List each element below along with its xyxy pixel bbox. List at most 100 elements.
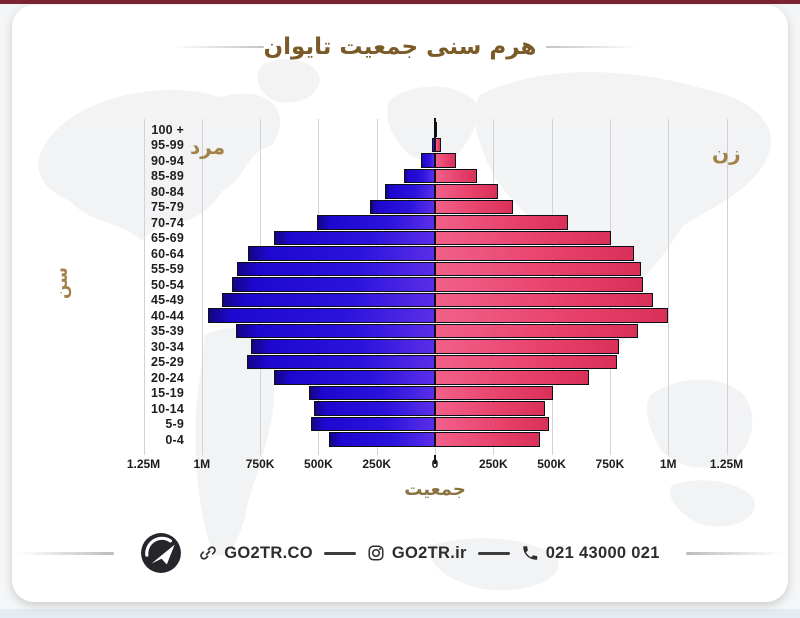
female-bar-60-64[interactable] bbox=[435, 246, 635, 261]
title-decor-line-right bbox=[546, 46, 638, 48]
website-label: GO2TR.CO bbox=[224, 543, 313, 562]
age-group-label: 0-4 bbox=[165, 432, 184, 447]
bottom-border-strip bbox=[0, 609, 800, 618]
x-tick-label: 0 bbox=[431, 457, 439, 471]
age-group-label: 55-59 bbox=[151, 262, 184, 277]
female-bar-45-49[interactable] bbox=[435, 292, 654, 308]
age-group-label: 90-94 bbox=[151, 153, 184, 168]
x-tick-label: 250K bbox=[362, 457, 392, 471]
footer-contact-bar: GO2TR.CO GO2TR.ir 021 43000 021 bbox=[12, 530, 788, 576]
age-group-label: 50-54 bbox=[151, 277, 184, 292]
male-bar-60-64[interactable] bbox=[248, 246, 435, 261]
male-bar-75-79[interactable] bbox=[369, 199, 435, 215]
female-bar-35-39[interactable] bbox=[435, 323, 638, 339]
age-group-label: 40-44 bbox=[151, 308, 184, 323]
male-bar-5-9[interactable] bbox=[311, 416, 435, 432]
male-bar-65-69[interactable] bbox=[274, 230, 435, 246]
go2tr-logo[interactable] bbox=[140, 532, 182, 574]
poster-card: هرم سنی جمعیت تایوان 100 +95-99 90-94 85-8… bbox=[12, 5, 788, 602]
age-group-label: 20-24 bbox=[151, 370, 184, 385]
female-bar-75-79[interactable] bbox=[435, 199, 514, 215]
female-bar-50-54[interactable] bbox=[435, 277, 643, 292]
age-group-label: 95-99 bbox=[151, 138, 184, 153]
age-group-label: 15-19 bbox=[151, 386, 184, 401]
male-bar-30-34[interactable] bbox=[250, 339, 435, 354]
age-group-label: 85-89 bbox=[151, 169, 184, 184]
phone-icon bbox=[522, 546, 537, 560]
footer-separator-dash bbox=[323, 551, 356, 555]
female-bar-40-44[interactable] bbox=[435, 308, 669, 323]
x-tick-label: 500K bbox=[537, 457, 566, 471]
gridline bbox=[201, 119, 203, 455]
instagram-label: GO2TR.ir bbox=[391, 543, 467, 562]
x-tick-label: 1.25M bbox=[126, 457, 161, 471]
male-bar-85-89[interactable] bbox=[403, 168, 435, 184]
male-bar-15-19[interactable] bbox=[309, 385, 435, 401]
age-group-label: 65-69 bbox=[151, 231, 184, 246]
x-tick-label: 250K bbox=[478, 457, 508, 471]
x-axis-title: جمعیت bbox=[404, 479, 466, 500]
footer-decor-line-right bbox=[686, 552, 782, 555]
instagram-icon bbox=[368, 545, 384, 561]
male-bar-35-39[interactable] bbox=[235, 323, 435, 339]
gridline bbox=[726, 119, 728, 455]
website-link[interactable]: GO2TR.CO bbox=[199, 544, 313, 563]
male-bar-45-49[interactable] bbox=[221, 292, 435, 308]
age-group-label: 60-64 bbox=[151, 246, 184, 261]
x-tick-label: 1M bbox=[193, 457, 211, 471]
male-bar-0-4[interactable] bbox=[328, 432, 435, 447]
age-group-label: 80-84 bbox=[151, 184, 184, 199]
age-group-label: 10-14 bbox=[151, 401, 184, 416]
male-bar-25-29[interactable] bbox=[247, 354, 435, 370]
male-bar-80-84[interactable] bbox=[384, 184, 435, 199]
phone-contact[interactable]: 021 43000 021 bbox=[521, 544, 660, 563]
female-bar-65-69[interactable] bbox=[435, 230, 612, 246]
female-bar-80-84[interactable] bbox=[435, 184, 499, 199]
age-group-label: 25-29 bbox=[151, 355, 184, 370]
female-bar-100+[interactable] bbox=[435, 122, 437, 137]
female-bar-70-74[interactable] bbox=[435, 215, 568, 230]
male-bar-70-74[interactable] bbox=[317, 215, 435, 230]
gridline bbox=[668, 119, 670, 455]
female-bar-15-19[interactable] bbox=[435, 385, 553, 401]
age-group-label: 5-9 bbox=[165, 417, 184, 432]
female-bar-90-94[interactable] bbox=[435, 153, 456, 168]
footer-separator-dash bbox=[477, 551, 510, 555]
top-border-strip bbox=[0, 0, 800, 4]
x-tick-label: 1M bbox=[659, 457, 677, 471]
female-bar-25-29[interactable] bbox=[435, 354, 617, 370]
female-bar-30-34[interactable] bbox=[435, 339, 620, 354]
link-icon bbox=[200, 546, 217, 560]
population-pyramid-chart: 100 +95-99 90-94 85-89 80-84 75-79 70-74 65-69… bbox=[12, 5, 788, 602]
male-bar-10-14[interactable] bbox=[313, 401, 435, 416]
female-bar-20-24[interactable] bbox=[435, 370, 589, 385]
male-bar-40-44[interactable] bbox=[207, 308, 435, 323]
x-tick-label: 750K bbox=[595, 457, 625, 471]
male-bar-55-59[interactable] bbox=[236, 261, 435, 277]
x-tick-label: 750K bbox=[245, 457, 275, 471]
age-group-label: 70-74 bbox=[151, 215, 184, 230]
female-bar-0-4[interactable] bbox=[435, 432, 540, 447]
male-bar-50-54[interactable] bbox=[232, 277, 435, 292]
age-group-label: 35-39 bbox=[151, 324, 184, 339]
male-bar-20-24[interactable] bbox=[274, 370, 435, 385]
female-bar-85-89[interactable] bbox=[435, 168, 477, 184]
female-bar-95-99[interactable] bbox=[435, 137, 441, 153]
female-bar-5-9[interactable] bbox=[435, 416, 550, 432]
instagram-link[interactable]: GO2TR.ir bbox=[367, 544, 467, 563]
gridline bbox=[143, 119, 145, 455]
age-group-label: 75-79 bbox=[151, 200, 184, 215]
legend-male-label: مرد bbox=[190, 135, 226, 159]
age-group-label: 45-49 bbox=[151, 293, 184, 308]
age-group-label: 30-34 bbox=[151, 339, 184, 354]
legend-female-label: زن bbox=[712, 141, 741, 165]
female-bar-55-59[interactable] bbox=[435, 261, 642, 277]
phone-label: 021 43000 021 bbox=[545, 543, 660, 562]
male-bar-90-94[interactable] bbox=[421, 153, 435, 168]
male-bar-95-99[interactable] bbox=[431, 137, 435, 153]
title-decor-line-left bbox=[172, 46, 264, 48]
center-axis-bottom-tick bbox=[434, 455, 436, 464]
age-group-label: 100 + bbox=[151, 122, 184, 137]
female-bar-10-14[interactable] bbox=[435, 401, 546, 416]
page-title: هرم سنی جمعیت تایوان bbox=[263, 34, 537, 60]
